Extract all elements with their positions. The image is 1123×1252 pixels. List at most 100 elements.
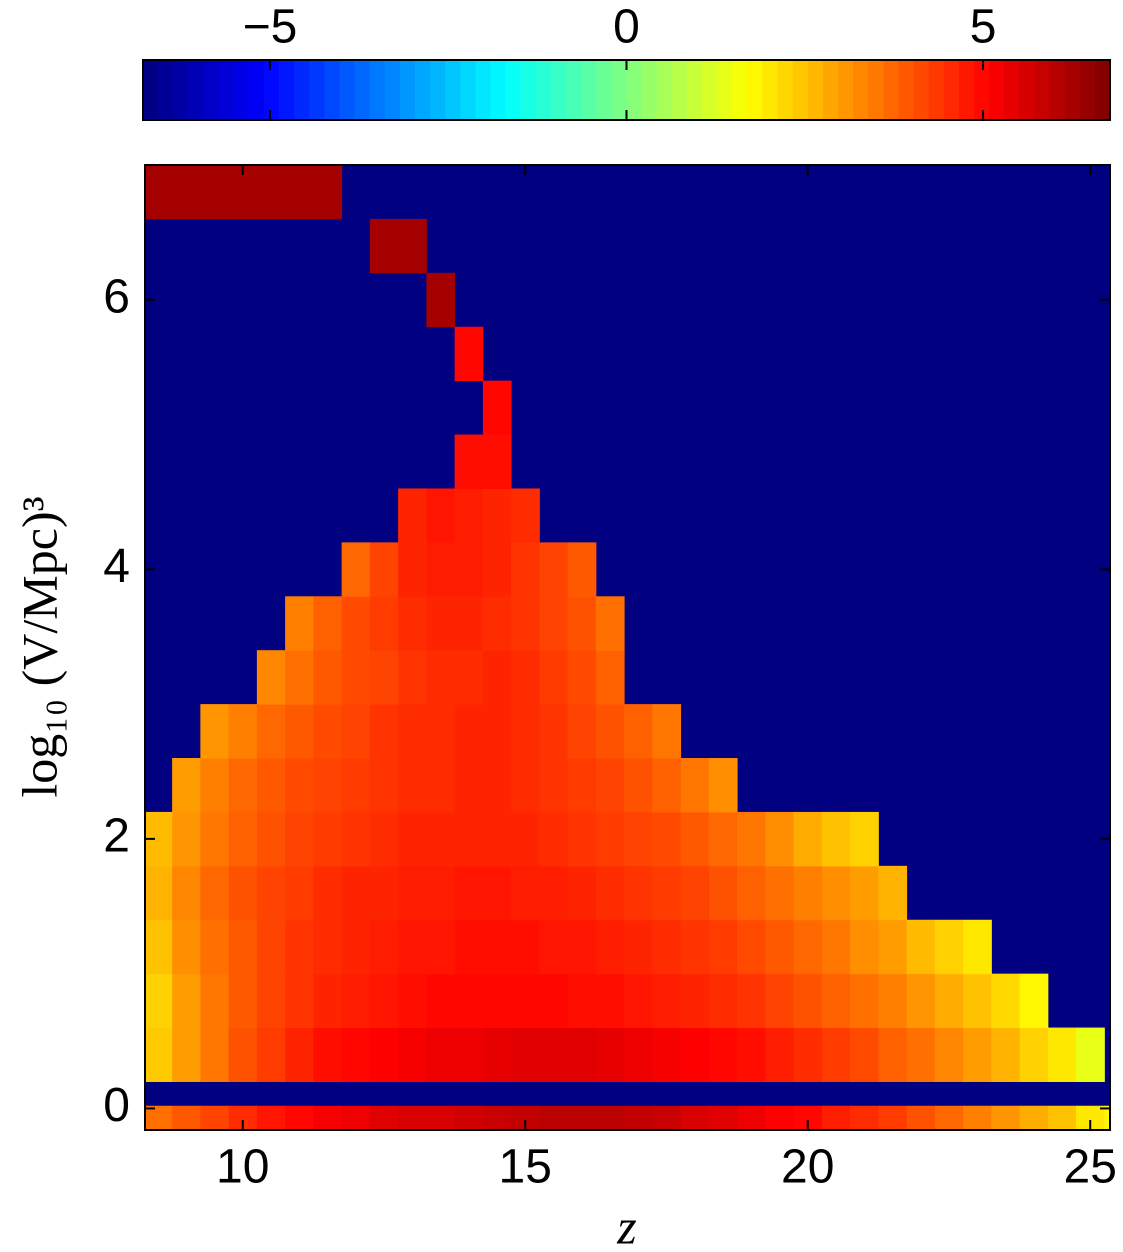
heatmap-cell <box>624 1027 653 1082</box>
heatmap-cell <box>878 919 908 975</box>
heatmap-cell <box>341 596 371 651</box>
heatmap-cell <box>200 1105 230 1130</box>
colorbar-step <box>671 60 688 120</box>
heatmap-cell <box>454 596 484 651</box>
heatmap-cell <box>426 865 456 921</box>
heatmap-cell <box>878 973 908 1029</box>
colorbar-tick-label: −5 <box>243 1 298 54</box>
heatmap-cell <box>821 865 851 921</box>
heatmap-cell <box>341 542 371 597</box>
x-tick-label: 25 <box>1064 1141 1117 1194</box>
heatmap-cell <box>341 704 371 759</box>
heatmap-cell <box>200 704 230 759</box>
colorbar-step <box>414 60 431 120</box>
heatmap-cell <box>454 326 484 382</box>
heatmap-cell <box>426 973 456 1029</box>
colorbar-step <box>596 60 612 120</box>
heatmap-cell <box>341 919 371 975</box>
heatmap-cell <box>511 650 540 705</box>
heatmap-cell <box>539 650 569 705</box>
heatmap-cell <box>482 704 512 759</box>
heatmap-cell <box>172 811 201 867</box>
colorbar-step <box>173 60 189 120</box>
heatmap-cell <box>426 1105 456 1130</box>
heatmap-cell <box>369 542 399 597</box>
colorbar-step <box>1079 60 1096 120</box>
heatmap-cell <box>369 218 399 274</box>
colorbar-step <box>430 60 446 120</box>
heatmap-cell <box>595 704 625 759</box>
heatmap-cell <box>765 811 795 867</box>
heatmap-cell <box>454 434 484 489</box>
heatmap-cell <box>369 811 399 867</box>
heatmap-cell <box>285 165 314 220</box>
colorbar-step <box>702 60 718 120</box>
heatmap-cell <box>341 865 371 921</box>
colorbar-step <box>974 60 990 120</box>
heatmap-cell <box>793 811 823 867</box>
heatmap-cell <box>511 1027 540 1082</box>
heatmap-cell <box>539 919 569 975</box>
colorbar-step <box>535 60 552 120</box>
heatmap-cell <box>145 165 173 220</box>
heatmap-cell <box>765 1105 795 1130</box>
heatmap-cell <box>793 865 823 921</box>
heatmap-cell <box>906 919 936 975</box>
heatmap-cell <box>228 973 258 1029</box>
heatmap-cell <box>821 973 851 1029</box>
heatmap-cell <box>680 973 710 1029</box>
heatmap-cell <box>539 1105 569 1130</box>
heatmap-cell <box>595 865 625 921</box>
heatmap-cell <box>398 596 427 651</box>
colorbar-step <box>1064 60 1081 120</box>
heatmap-cell <box>737 811 766 867</box>
heatmap-cell <box>821 1027 851 1082</box>
colorbar-step <box>158 60 174 120</box>
heatmap-cell <box>821 1105 851 1130</box>
heatmap-cell <box>341 973 371 1029</box>
colorbar: −5 0 5 <box>142 1 1111 121</box>
heatmap-cell <box>539 1027 569 1082</box>
heatmap-cell <box>1104 1105 1110 1130</box>
heatmap-cell <box>426 758 456 813</box>
heatmap-cell <box>765 1027 795 1082</box>
heatmap-cell <box>285 596 314 651</box>
colorbar-step <box>550 60 567 120</box>
colorbar-step <box>475 60 492 120</box>
heatmap-cell <box>285 973 314 1029</box>
colorbar-step <box>732 60 748 120</box>
colorbar-step <box>294 60 310 120</box>
heatmap-cell <box>708 919 738 975</box>
heatmap-cell <box>511 488 540 543</box>
colorbar-step <box>883 60 900 120</box>
heatmap-cell <box>963 919 992 975</box>
heatmap-cell <box>454 1105 484 1130</box>
heatmap-cell <box>708 1105 738 1130</box>
heatmap-cell <box>228 1027 258 1082</box>
heatmap-cell <box>511 596 540 651</box>
heatmap-cell <box>850 811 879 867</box>
heatmap-cell <box>285 758 314 813</box>
colorbar-step <box>943 60 960 120</box>
colorbar-step <box>399 60 416 120</box>
heatmap-cell <box>963 973 992 1029</box>
y-tick-label: 6 <box>103 270 130 323</box>
heatmap-cell <box>454 919 484 975</box>
heatmap-cell <box>595 758 625 813</box>
colorbar-step <box>913 60 930 120</box>
colorbar-step <box>490 60 507 120</box>
heatmap-cell <box>398 218 427 274</box>
heatmap-cell <box>200 973 230 1029</box>
heatmap-cell <box>313 758 343 813</box>
heatmap-cell <box>567 704 597 759</box>
heatmap-cell <box>285 865 314 921</box>
heatmap-cell <box>708 811 738 867</box>
heatmap-cell <box>821 811 851 867</box>
heatmap-cell <box>454 488 484 543</box>
heatmap-cell <box>454 542 484 597</box>
y-tick-label: 4 <box>103 540 130 593</box>
heatmap-cell <box>313 811 343 867</box>
colorbar-step <box>686 60 703 120</box>
heatmap-cell <box>482 650 512 705</box>
heatmap-cell <box>821 919 851 975</box>
